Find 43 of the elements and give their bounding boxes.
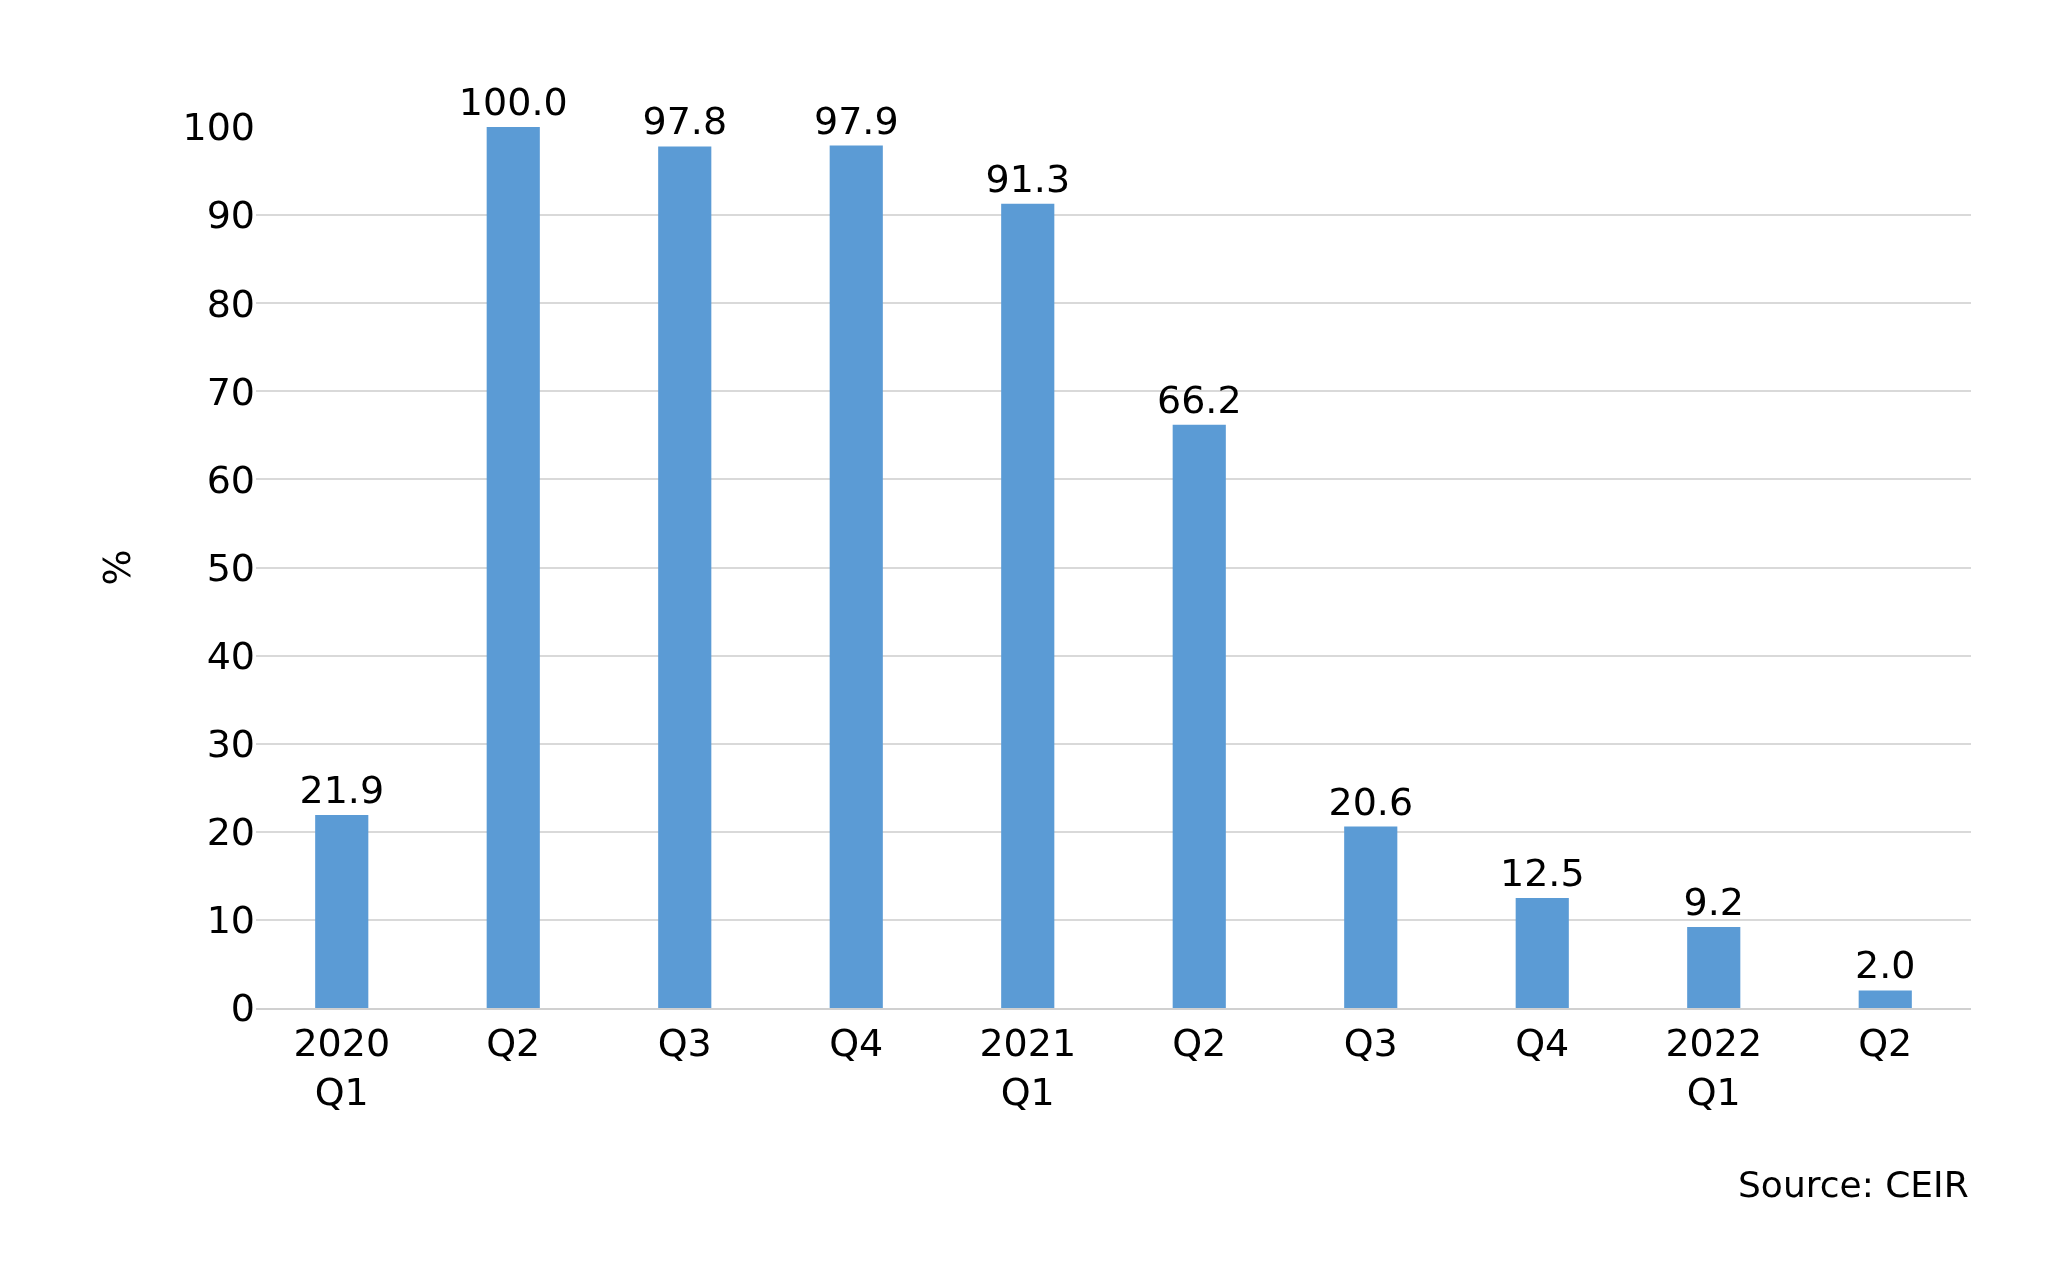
y-tick-label: 90 [206, 193, 255, 238]
data-label: 9.2 [1683, 879, 1744, 924]
x-tick-label: Q3 [657, 1020, 712, 1065]
y-tick-label: 60 [206, 457, 255, 502]
y-tick-label: 40 [206, 633, 255, 678]
source-note: Source: CEIR [1738, 1164, 1969, 1205]
data-label: 97.8 [642, 99, 728, 144]
bar [1344, 826, 1398, 1008]
x-tick-label: 2020 Q1 [293, 1020, 391, 1114]
data-label: 20.6 [1328, 779, 1414, 824]
data-label: 91.3 [985, 156, 1071, 201]
y-tick-label: 50 [206, 545, 255, 590]
x-tick-label: Q4 [1515, 1020, 1570, 1065]
x-tick-label: Q3 [1343, 1020, 1398, 1065]
bar [486, 127, 540, 1008]
bar [658, 146, 712, 1008]
data-label: 2.0 [1855, 943, 1916, 988]
x-tick-label: Q2 [1172, 1020, 1227, 1065]
data-label: 21.9 [299, 768, 385, 813]
x-tick-label: Q2 [1858, 1020, 1913, 1065]
bar [1858, 990, 1912, 1008]
y-tick-label: 100 [182, 105, 255, 150]
y-tick-label: 70 [206, 369, 255, 414]
y-tick-label: 80 [206, 281, 255, 326]
data-label: 100.0 [458, 80, 568, 124]
bar [1001, 203, 1055, 1008]
y-tick-label: 20 [206, 810, 255, 855]
x-tick-label: Q4 [829, 1020, 884, 1065]
data-label: 66.2 [1156, 377, 1242, 422]
y-tick-label: 30 [206, 722, 255, 766]
x-tick-label: Q2 [486, 1020, 541, 1065]
bar [1515, 897, 1569, 1008]
y-tick-label: 10 [206, 898, 255, 943]
x-tick-label: 2022 Q1 [1665, 1020, 1763, 1114]
bar [829, 145, 883, 1008]
x-tick-label: 2021 Q1 [979, 1020, 1077, 1114]
y-tick-label: 0 [230, 986, 255, 1031]
data-label: 12.5 [1499, 850, 1585, 895]
bar [1172, 424, 1226, 1008]
bar [315, 815, 369, 1008]
y-axis-title: % [94, 549, 139, 586]
data-label: 97.9 [813, 98, 899, 143]
bar [1687, 926, 1741, 1008]
